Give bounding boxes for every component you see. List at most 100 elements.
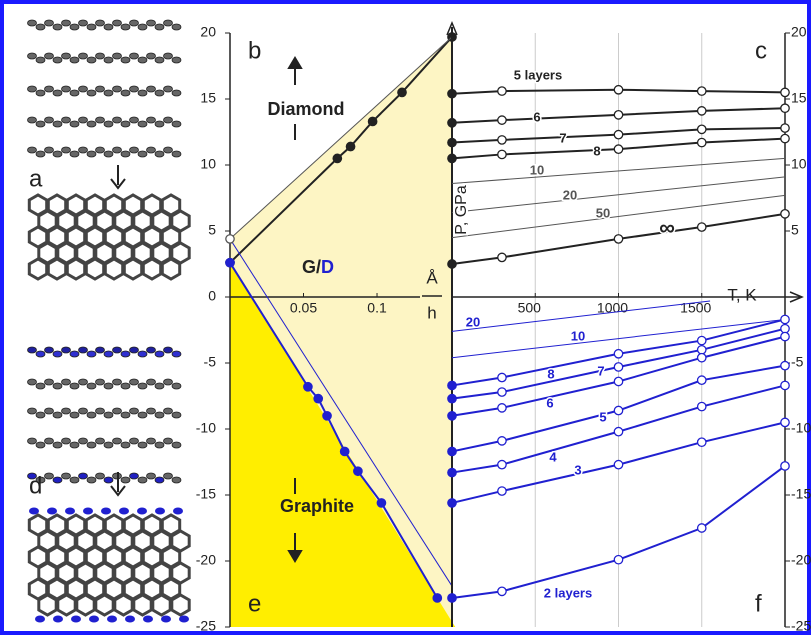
atom	[86, 411, 97, 419]
hexagon	[132, 593, 153, 617]
atom	[95, 346, 105, 354]
atom	[78, 116, 88, 124]
x-axis-label: T, K	[727, 285, 757, 304]
y-tick-label: -15	[196, 486, 216, 502]
atom	[154, 350, 165, 358]
atom	[78, 407, 88, 415]
atom	[129, 146, 139, 154]
point	[780, 133, 790, 144]
atom	[61, 407, 71, 415]
x-tick-label: 1500	[680, 300, 711, 316]
atom	[101, 507, 111, 515]
atom	[95, 407, 105, 415]
x-tick-label: 500	[518, 300, 542, 316]
atom	[61, 52, 71, 60]
hexagon	[75, 593, 96, 617]
atom	[171, 120, 182, 128]
y-tick-label: 20	[200, 24, 216, 40]
point	[780, 314, 790, 325]
atom	[129, 472, 139, 480]
point	[447, 393, 457, 404]
atom	[78, 85, 88, 93]
atom	[44, 472, 54, 480]
atom	[112, 52, 122, 60]
atom	[103, 120, 114, 128]
point	[303, 381, 313, 392]
atom	[154, 382, 165, 390]
atom	[137, 120, 148, 128]
atom	[69, 23, 80, 31]
atom	[44, 52, 54, 60]
point	[613, 554, 624, 565]
phase-arrows	[110, 56, 303, 563]
atom	[146, 346, 156, 354]
atom	[112, 346, 122, 354]
point	[497, 372, 507, 383]
y-tick-label: 20	[791, 24, 807, 40]
point	[696, 344, 707, 355]
atom	[61, 472, 71, 480]
atom	[137, 507, 147, 515]
point	[497, 135, 507, 145]
atom	[155, 507, 165, 515]
atom	[171, 382, 182, 390]
lattice	[27, 193, 191, 281]
point	[613, 129, 624, 140]
point	[497, 149, 507, 160]
atom	[129, 407, 139, 415]
atom	[163, 52, 173, 60]
y-tick-label: 15	[200, 90, 216, 106]
atom	[161, 615, 171, 623]
atom	[44, 85, 54, 93]
x-label-top: Å	[426, 268, 438, 287]
point	[447, 88, 457, 99]
atom	[103, 89, 114, 97]
atom	[107, 615, 117, 623]
series-line	[229, 238, 453, 587]
point	[696, 86, 707, 96]
atom	[137, 411, 148, 419]
series-line	[451, 157, 786, 184]
atom	[120, 89, 131, 97]
series-label: 6	[546, 395, 553, 410]
atom	[171, 411, 182, 419]
series-label: 10	[571, 328, 585, 343]
series-line	[451, 300, 711, 332]
point	[696, 137, 707, 148]
series-label: 3	[574, 462, 581, 477]
atom	[35, 615, 45, 623]
atom	[86, 89, 97, 97]
atom	[154, 441, 165, 449]
arrow-head	[110, 178, 126, 190]
series-label: 8	[547, 366, 554, 381]
atom	[129, 116, 139, 124]
atom	[103, 411, 114, 419]
atom	[154, 476, 165, 484]
atom	[103, 441, 114, 449]
atom	[163, 85, 173, 93]
annotation: Graphite	[280, 496, 354, 516]
point	[780, 208, 790, 219]
atom	[143, 615, 153, 623]
series-label: 5 layers	[514, 67, 562, 82]
hexagon	[46, 257, 68, 281]
atom	[52, 350, 63, 358]
atom	[95, 52, 105, 60]
point	[696, 375, 707, 386]
atom	[95, 437, 105, 445]
atom	[129, 378, 139, 386]
diamond-region	[230, 36, 456, 627]
atom	[27, 346, 37, 354]
point	[696, 335, 707, 346]
point	[367, 116, 378, 127]
x-tick-label: 0.1	[367, 300, 387, 316]
atom	[86, 56, 97, 64]
atom	[86, 382, 97, 390]
atom	[129, 85, 139, 93]
point	[780, 380, 790, 391]
lattice	[27, 513, 191, 617]
atom	[27, 472, 37, 480]
atom	[146, 116, 156, 124]
structure-label: d	[29, 472, 42, 499]
atom	[146, 146, 156, 154]
